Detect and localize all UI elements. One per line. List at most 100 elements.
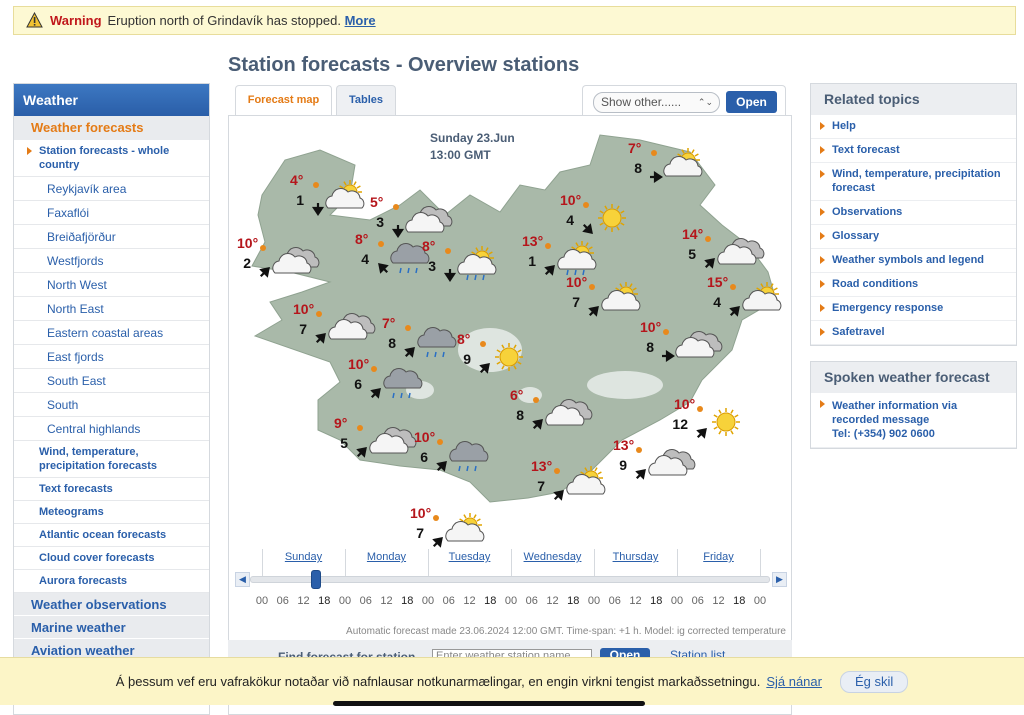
nav-item[interactable]: Wind, temperature, precipitation forecas…	[14, 441, 209, 478]
hour-label: 00	[587, 595, 601, 607]
cookie-text: Á þessum vef eru vafrakökur notaðar við …	[115, 674, 761, 689]
sun-ray	[476, 518, 481, 522]
cookie-link[interactable]: Sjá nánar	[766, 674, 822, 689]
related-link[interactable]: Help	[811, 115, 1016, 139]
wind-arrow	[356, 447, 367, 458]
related-link[interactable]: Wind, temperature, precipitation forecas…	[811, 163, 1016, 201]
day-divider	[594, 549, 595, 577]
sun-ray	[681, 149, 685, 154]
sun-ray	[615, 287, 620, 291]
station-temp: 10°	[560, 192, 582, 208]
spoken-line: recorded message	[832, 414, 930, 426]
nav-item[interactable]: Aurora forecasts	[14, 570, 209, 593]
station-wind: 3	[376, 214, 384, 230]
warning-link[interactable]: More	[344, 13, 376, 28]
nav-subitem[interactable]: Central highlands	[14, 417, 209, 441]
day-link[interactable]: Sunday	[284, 551, 323, 563]
rain	[415, 267, 418, 274]
sun-ray	[619, 283, 623, 288]
station-icons	[391, 204, 453, 238]
day-link[interactable]: Monday	[366, 551, 407, 563]
nav-subitem[interactable]: North East	[14, 297, 209, 321]
rain	[399, 267, 402, 274]
open-button[interactable]: Open	[726, 91, 777, 113]
iceland	[251, 134, 777, 503]
wind-arrow	[704, 258, 715, 269]
wind-arrow	[370, 388, 381, 399]
nav-section-link[interactable]: Weather observations	[14, 593, 209, 616]
hour-label: 12	[463, 595, 476, 607]
day-link[interactable]: Friday	[703, 551, 734, 563]
nav-subitem[interactable]: Westfjords	[14, 249, 209, 273]
nav-subitem[interactable]: East fjords	[14, 345, 209, 369]
cloud	[601, 290, 641, 311]
slider-right[interactable]: ▶	[772, 572, 787, 587]
station-icons	[259, 245, 320, 278]
day-link[interactable]: Tuesday	[448, 551, 491, 563]
slider-left[interactable]: ◀	[235, 572, 250, 587]
nav-item[interactable]: Meteograms	[14, 501, 209, 524]
hour-label: 06	[442, 595, 455, 607]
nav-subitem[interactable]: South East	[14, 369, 209, 393]
arrow	[582, 223, 593, 234]
select[interactable]: Show other...... ⌃⌄	[593, 92, 720, 113]
rain	[566, 269, 569, 276]
nav-subitem[interactable]: North West	[14, 273, 209, 297]
cookie-button[interactable]: Ég skil	[839, 671, 909, 693]
station-temp: 5°	[370, 194, 384, 210]
rain	[474, 274, 477, 281]
related-link[interactable]: Emergency response	[811, 297, 1016, 321]
hour-label: 00	[753, 595, 767, 607]
map-datetime: Sunday 23.Jun 13:00 GMT	[430, 130, 515, 164]
cloud	[390, 243, 430, 264]
nav-subitem[interactable]: Reykjavík area	[14, 177, 209, 201]
station-temp: 4°	[290, 172, 304, 188]
rain	[392, 392, 395, 399]
sun-ray	[473, 514, 477, 519]
sun-ray	[488, 251, 493, 255]
nav-subitem[interactable]: South	[14, 393, 209, 417]
station-temp: 8°	[355, 231, 369, 247]
sun-ray	[773, 287, 778, 291]
cloud	[557, 249, 597, 270]
nav-subitem[interactable]: Breiðafjörður	[14, 225, 209, 249]
nav-section[interactable]: Weather forecasts	[14, 116, 209, 140]
nav-item[interactable]: Text forecasts	[14, 478, 209, 501]
nav-section-link[interactable]: Marine weather	[14, 616, 209, 639]
nav-item[interactable]: Atlantic ocean forecasts	[14, 524, 209, 547]
station-wind: 7	[572, 294, 580, 310]
day-link[interactable]: Thursday	[612, 551, 659, 563]
wind-arrow	[436, 461, 447, 472]
related-link[interactable]: Road conditions	[811, 273, 1016, 297]
nav-subitem[interactable]: Faxaflói	[14, 201, 209, 225]
hour-label: 00	[504, 595, 518, 607]
sun-ray	[620, 210, 625, 214]
nav-item[interactable]: Cloud cover forecasts	[14, 547, 209, 570]
related-link[interactable]: Text forecast	[811, 139, 1016, 163]
sun-ray	[459, 518, 464, 522]
related-link[interactable]: Observations	[811, 201, 1016, 225]
tab[interactable]: Tables	[336, 85, 396, 116]
rain	[466, 465, 469, 472]
sun-ray	[343, 181, 347, 186]
station-icons	[696, 406, 740, 439]
day-link[interactable]: Wednesday	[523, 551, 582, 563]
cloud	[272, 253, 312, 274]
tab[interactable]: Forecast map	[235, 85, 332, 116]
slider-thumb[interactable]	[310, 570, 321, 589]
nav-current[interactable]: Station forecasts - whole country	[14, 140, 209, 177]
nav-section-link[interactable]: Aviation weather	[14, 639, 209, 662]
station-wind: 1	[296, 192, 304, 208]
wind-arrow	[479, 363, 490, 374]
arrow	[635, 469, 646, 480]
sun-ray	[604, 226, 608, 231]
glacier	[587, 371, 663, 399]
arrow	[704, 258, 715, 269]
station-dot	[651, 150, 657, 156]
cloud	[445, 521, 485, 542]
related-link[interactable]: Safetravel	[811, 321, 1016, 345]
nav-subitem[interactable]: Eastern coastal areas	[14, 321, 209, 345]
related-link[interactable]: Glossary	[811, 225, 1016, 249]
station-icons	[443, 246, 497, 282]
related-link[interactable]: Weather symbols and legend	[811, 249, 1016, 273]
